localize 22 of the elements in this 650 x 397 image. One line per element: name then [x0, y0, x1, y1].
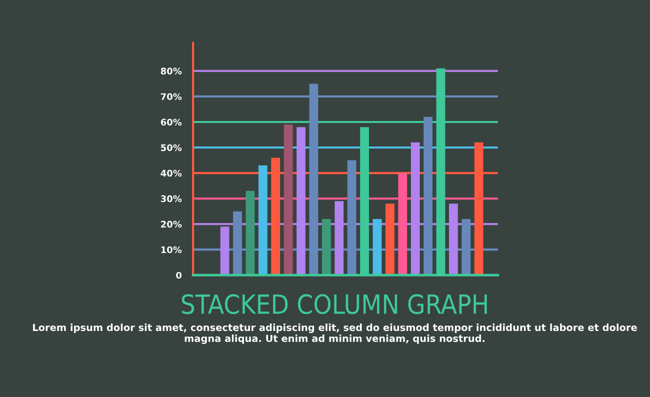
y-tick-label: 50%: [161, 144, 182, 152]
y-tick-label: 30%: [160, 195, 182, 202]
y-tick-label: 0: [176, 272, 182, 279]
y-tick-label: 10%: [161, 246, 182, 254]
y-tick-label: 60%: [160, 118, 182, 126]
bar: [372, 218, 382, 276]
bar: [322, 218, 331, 276]
bar: [258, 165, 268, 276]
bar: [220, 226, 230, 276]
bar: [410, 142, 420, 276]
text: Lorem ipsum dolor sit amet, consectetur adipiscing elit, sed do eiusmod tempor incididunt ut labore et dolore magna aliqua. Ut enim ad minim veniam, quis nostrud.: [33, 324, 637, 344]
bar: [334, 201, 344, 276]
text: STACKED COLUMN GRAPH: [182, 294, 487, 314]
y-tick-label: 70%: [160, 93, 182, 100]
bar: [284, 124, 293, 276]
bar: [448, 204, 458, 276]
bar: [246, 190, 255, 276]
bar: [385, 204, 394, 276]
y-tick-label: 80%: [160, 68, 182, 75]
y-tick-label: 20%: [161, 220, 182, 228]
bar: [296, 127, 306, 276]
y-tick-label: 40%: [160, 170, 182, 177]
